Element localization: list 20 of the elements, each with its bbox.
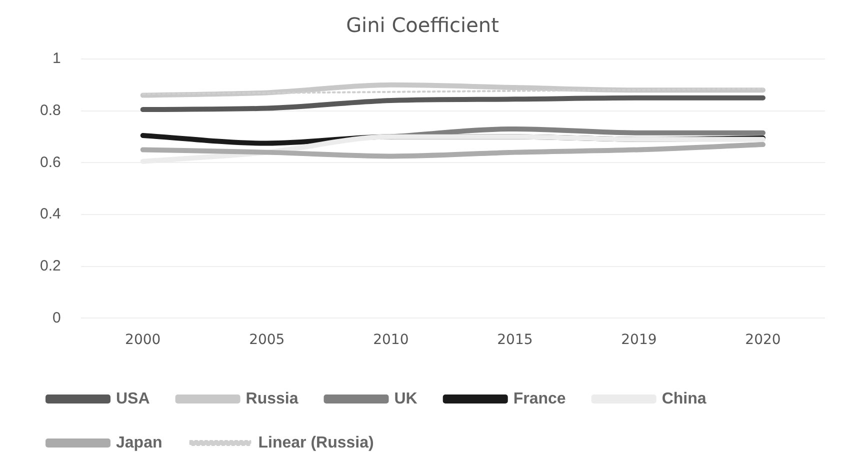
x-tick-label: 2020: [745, 332, 781, 348]
legend-label: UK: [394, 390, 418, 408]
legend-label: France: [513, 390, 566, 408]
legend-label: Linear (Russia): [258, 434, 374, 452]
y-tick-label: 1: [52, 50, 61, 68]
x-tick-label: 2010: [373, 332, 409, 348]
x-tick-label: 2019: [621, 332, 657, 348]
y-tick-label: 0.4: [40, 206, 61, 223]
y-tick-label: 0.2: [40, 258, 61, 274]
y-tick-label: 0.6: [40, 154, 61, 171]
y-tick-label: 0.8: [40, 102, 61, 119]
x-tick-label: 2000: [125, 332, 161, 348]
x-tick-label: 2015: [497, 332, 533, 348]
legend-label: Japan: [116, 434, 162, 452]
legend-label: China: [662, 390, 706, 408]
x-tick-label: 2005: [249, 332, 285, 348]
chart-title: Gini Coefficient: [346, 13, 500, 38]
legend-label: USA: [116, 390, 150, 408]
y-tick-label: 0: [52, 309, 61, 326]
legend-label: Russia: [246, 390, 298, 408]
